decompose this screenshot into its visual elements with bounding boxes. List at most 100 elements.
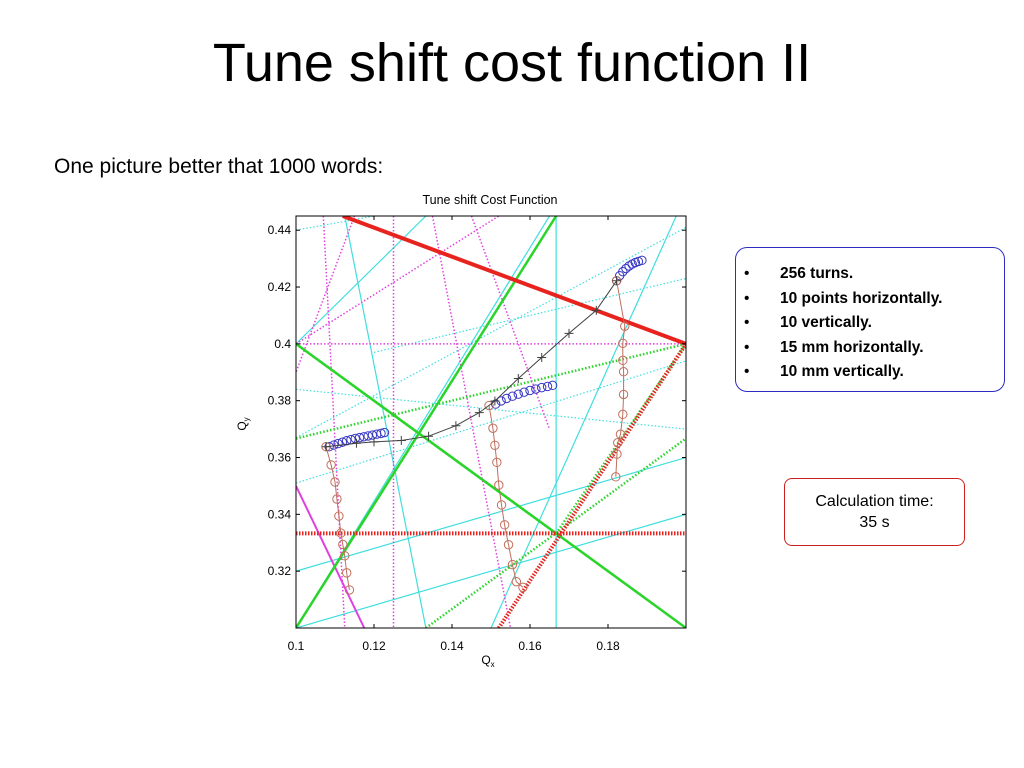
- info-item: • 10 points horizontally.: [744, 289, 943, 307]
- data-point: [518, 582, 528, 593]
- data-point: [321, 442, 331, 452]
- resonance-line-order-3: [296, 342, 557, 535]
- data-point: [613, 438, 623, 448]
- resonance-line-order-5: [296, 360, 686, 484]
- data-point: [542, 381, 553, 392]
- data-point: [333, 438, 343, 449]
- data-point: [511, 576, 522, 587]
- info-item-text: 10 mm vertically.: [780, 363, 904, 380]
- data-point: [326, 460, 336, 470]
- tune-shift-chart: Tune shift Cost Function 0.1 0.12 0.14 0.16…: [235, 193, 687, 669]
- data-point: [342, 568, 352, 578]
- resonance-line-order-5: [296, 216, 427, 345]
- x-tick-label: 0.1: [288, 639, 305, 653]
- series-4-line: [488, 405, 524, 588]
- resonance-line-order-4: [296, 216, 500, 345]
- data-point: [620, 321, 630, 331]
- resonance-line-order-5: [490, 216, 677, 628]
- resonance-line-order-3: [425, 437, 686, 628]
- data-point: [342, 436, 352, 446]
- resonance-line-order-4: [296, 485, 366, 628]
- data-point: [363, 431, 373, 441]
- data-point: [337, 437, 348, 447]
- calculation-time-value: 35 s: [859, 514, 890, 531]
- info-item: • 15 mm horizontally.: [744, 338, 924, 356]
- data-point: [612, 276, 622, 286]
- data-point: [525, 385, 535, 396]
- data-point: [351, 438, 361, 448]
- data-point: [531, 384, 541, 394]
- x-axis-label: Qx: [481, 653, 494, 669]
- y-tick-label: 0.32: [268, 564, 292, 578]
- info-item-text: 256 turns.: [780, 265, 854, 282]
- y-tick-label: 0.42: [268, 280, 292, 294]
- data-point: [474, 408, 484, 418]
- data-point: [359, 432, 369, 442]
- data-point: [379, 427, 390, 438]
- x-tick-label: 0.14: [440, 639, 464, 653]
- info-item-text: 15 mm horizontally.: [780, 338, 924, 356]
- resonance-line-order-4: [322, 216, 346, 628]
- data-point: [611, 472, 621, 482]
- info-item-text: 10 points horizontally.: [780, 289, 943, 307]
- y-tick-label: 0.34: [268, 507, 292, 521]
- data-point: [591, 305, 601, 315]
- resonance-line-order-3: [296, 216, 558, 628]
- data-point: [621, 263, 631, 274]
- chart-title: Tune shift Cost Function: [422, 193, 557, 207]
- resonance-line-order-3: [296, 342, 686, 440]
- data-point: [513, 374, 523, 384]
- data-point: [424, 431, 434, 441]
- data-point: [499, 520, 510, 530]
- data-point: [396, 435, 406, 445]
- data-point: [503, 540, 514, 550]
- plot-frame: [295, 215, 687, 629]
- data-point: [507, 559, 518, 570]
- info-item: • 10 mm vertically.: [744, 363, 904, 380]
- data-point: [490, 440, 500, 450]
- data-point: [354, 432, 365, 443]
- x-tick-label: 0.12: [362, 639, 386, 653]
- data-point: [334, 511, 344, 521]
- data-point: [637, 255, 647, 266]
- data-point: [537, 353, 547, 363]
- data-point: [340, 551, 350, 561]
- calculation-time-label: Calculation time:: [815, 493, 934, 510]
- resonance-line-order-2: [342, 216, 686, 346]
- info-item: • 256 turns.: [744, 265, 854, 282]
- data-point: [612, 449, 622, 459]
- info-item: • 10 vertically.: [744, 314, 872, 331]
- data-point: [618, 266, 628, 277]
- data-point: [615, 429, 626, 439]
- data-point: [618, 389, 629, 400]
- data-point: [367, 430, 378, 440]
- data-point: [338, 539, 348, 550]
- data-point: [376, 428, 386, 439]
- info-item-text: 10 vertically.: [780, 314, 872, 331]
- data-point: [618, 367, 629, 377]
- data-point: [618, 355, 628, 366]
- data-point: [537, 382, 547, 393]
- x-tick-label: 0.16: [518, 639, 542, 653]
- info-box: • 256 turns. • 10 points horizontally. • 10…: [735, 247, 1005, 392]
- data-point: [618, 409, 628, 420]
- y-tick-label: 0.38: [268, 394, 292, 408]
- resonance-line-order-5: [296, 456, 686, 572]
- calculation-time-box: Calculation time: 35 s: [784, 478, 965, 546]
- resonance-line-order-5: [373, 277, 686, 353]
- data-point: [451, 421, 461, 431]
- y-tick-label: 0.44: [268, 223, 292, 237]
- data-point: [496, 500, 507, 510]
- data-point: [484, 400, 494, 411]
- resonance-line-order-5: [296, 216, 375, 231]
- data-point: [618, 338, 628, 348]
- data-point: [547, 380, 558, 391]
- data-point: [330, 477, 340, 487]
- resonance-line-order-3: [296, 342, 686, 628]
- data-point: [369, 437, 379, 447]
- y-tick-label: 0.4: [274, 337, 291, 351]
- data-point: [350, 433, 360, 444]
- y-tick-label: 0.36: [268, 451, 292, 465]
- data-point: [507, 391, 518, 401]
- y-axis-label: Qy: [235, 417, 251, 430]
